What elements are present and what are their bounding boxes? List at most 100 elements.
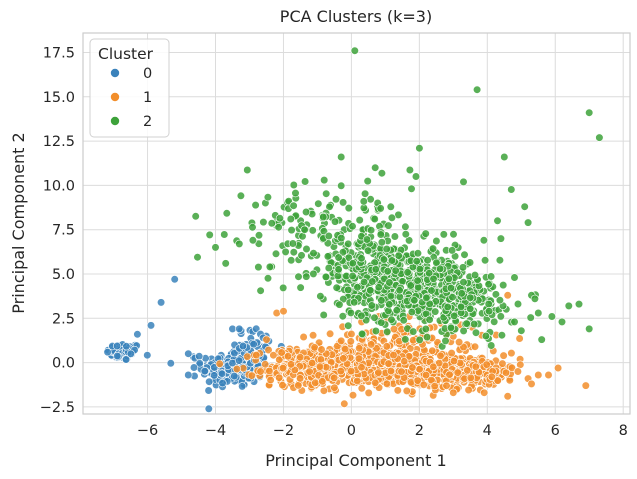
data-point — [324, 263, 333, 273]
data-point — [235, 356, 244, 365]
data-point — [314, 199, 323, 208]
data-point — [347, 367, 356, 376]
data-point — [406, 281, 415, 290]
data-point — [377, 169, 387, 178]
data-point — [471, 362, 480, 371]
legend-label: 0 — [143, 66, 152, 82]
data-point — [460, 250, 469, 259]
data-point — [204, 404, 213, 413]
data-point — [453, 368, 462, 377]
data-point — [248, 223, 257, 232]
data-point — [211, 243, 220, 252]
data-point — [481, 331, 491, 341]
data-point — [379, 255, 389, 264]
data-point — [421, 324, 430, 334]
data-point — [221, 259, 230, 268]
data-point — [262, 335, 271, 344]
data-point — [364, 246, 373, 255]
data-point — [337, 234, 346, 243]
legend-label: 1 — [143, 90, 152, 106]
data-point — [291, 189, 300, 198]
data-point — [487, 272, 496, 281]
x-tick-label: 0 — [347, 423, 356, 439]
data-point — [337, 152, 346, 162]
data-point — [269, 351, 278, 360]
data-point — [191, 212, 200, 221]
data-point — [344, 321, 353, 330]
data-point — [421, 371, 431, 380]
y-tick-label: 10.0 — [43, 178, 75, 194]
data-point — [275, 355, 284, 364]
data-point — [317, 345, 326, 354]
data-point — [450, 311, 459, 321]
data-point — [507, 185, 516, 194]
data-point — [425, 315, 434, 324]
x-tick-label: −4 — [205, 423, 226, 439]
data-point — [585, 324, 594, 334]
data-point — [363, 177, 372, 186]
y-tick-label: 2.5 — [52, 311, 75, 327]
data-point — [344, 204, 353, 213]
data-point — [436, 351, 445, 360]
data-point — [278, 381, 287, 390]
data-point — [146, 321, 156, 330]
data-point — [412, 257, 421, 266]
legend-box — [89, 38, 170, 138]
data-point — [544, 370, 553, 380]
x-tick-label: −2 — [273, 423, 294, 439]
data-point — [170, 275, 179, 284]
data-point — [301, 177, 310, 186]
y-tick-label: −2.5 — [40, 400, 75, 416]
data-point — [530, 294, 540, 303]
data-point — [547, 312, 557, 321]
data-point — [427, 286, 436, 295]
data-point — [361, 189, 370, 198]
data-point — [274, 223, 283, 232]
data-point — [431, 307, 440, 316]
data-point — [500, 152, 509, 162]
data-point — [251, 201, 260, 210]
data-point — [331, 217, 340, 226]
data-point — [286, 214, 295, 224]
data-point — [414, 283, 423, 292]
data-point — [353, 283, 362, 292]
series-1-points — [215, 291, 590, 408]
data-point — [252, 351, 261, 360]
data-point — [393, 386, 402, 395]
data-point — [218, 379, 227, 388]
data-point — [350, 298, 359, 307]
data-point — [359, 197, 368, 206]
data-point — [484, 280, 493, 289]
data-point — [133, 330, 142, 339]
data-point — [370, 313, 379, 322]
data-point — [367, 340, 376, 349]
data-point — [344, 285, 353, 295]
data-point — [507, 363, 517, 372]
data-point — [337, 336, 346, 346]
data-point — [261, 360, 270, 369]
data-point — [415, 144, 424, 153]
data-point — [371, 163, 380, 172]
data-point — [256, 367, 265, 376]
data-point — [377, 296, 386, 305]
data-point — [520, 202, 529, 211]
data-point — [323, 252, 333, 261]
data-point — [254, 231, 264, 240]
data-point — [331, 195, 341, 204]
x-tick-label: 6 — [551, 423, 560, 439]
data-point — [407, 184, 416, 193]
data-point — [277, 348, 286, 357]
y-tick-label: 0.0 — [52, 356, 75, 372]
data-point — [447, 349, 456, 358]
data-point — [264, 345, 273, 355]
data-point — [498, 359, 507, 368]
data-point — [581, 381, 590, 390]
data-point — [266, 375, 275, 385]
data-point — [526, 313, 535, 322]
data-point — [432, 258, 441, 267]
data-point — [432, 236, 441, 246]
x-tick-labels: −6 −4 −2 0 2 4 6 8 — [137, 423, 628, 439]
data-point — [309, 249, 318, 258]
chart-title: PCA Clusters (k=3) — [280, 7, 432, 26]
data-point — [322, 189, 331, 198]
